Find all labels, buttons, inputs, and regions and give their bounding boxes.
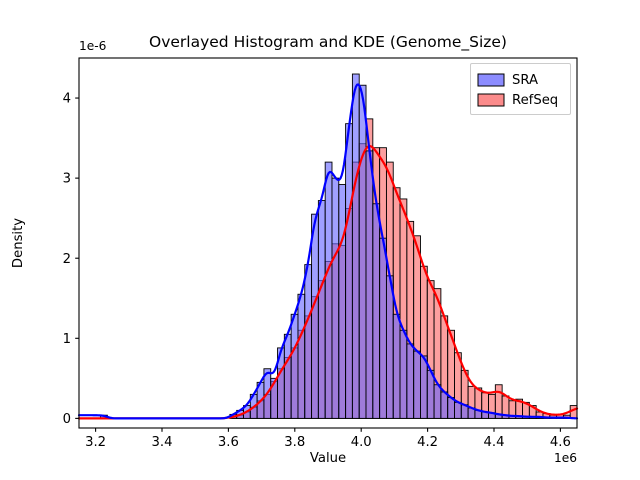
x-tick-label: 3.8 — [284, 435, 305, 450]
x-axis-label: Value — [310, 451, 346, 466]
x-tick-label: 4.4 — [484, 435, 505, 450]
histogram-bar — [331, 177, 340, 419]
histogram-bar — [358, 84, 367, 419]
legend-entry-refseq[interactable]: RefSeq — [477, 93, 558, 108]
histogram-bar — [297, 293, 306, 419]
y-tick-label: 1 — [63, 332, 71, 347]
histogram-bar — [454, 401, 462, 419]
histogram-bar — [406, 343, 415, 419]
histogram-bar — [420, 355, 428, 419]
histogram-bar — [304, 264, 313, 419]
histogram-bar — [290, 313, 299, 419]
histogram-bar — [385, 275, 394, 419]
x-axis-tick-labels: 3.2 3.4 3.6 3.8 4.0 4.2 4.4 4.6 — [85, 435, 571, 450]
histogram-bar — [379, 237, 387, 419]
histogram-bar — [324, 161, 333, 419]
histogram-bar — [413, 350, 421, 419]
y-tick-label: 4 — [63, 92, 71, 107]
x-tick-label: 4.0 — [351, 435, 372, 450]
histogram-bar — [317, 200, 326, 419]
chart-title: Overlayed Histogram and KDE (Genome_Size… — [149, 33, 507, 52]
y-tick-label: 2 — [63, 252, 71, 267]
histogram-bar — [283, 333, 292, 419]
histogram-bar — [345, 123, 353, 419]
legend-entry-sra[interactable]: SRA — [477, 73, 538, 88]
histogram-bar — [351, 73, 360, 419]
y-tick-label: 0 — [63, 412, 71, 427]
x-axis-ticks — [95, 428, 561, 432]
legend-label-refseq: RefSeq — [512, 93, 558, 108]
y-axis-label: Density — [11, 218, 26, 268]
histogram-bar — [447, 397, 455, 419]
x-tick-label: 4.6 — [550, 435, 571, 450]
histogram-bar — [372, 203, 381, 419]
y-axis-offset-text: 1e-6 — [79, 39, 106, 53]
histogram-bar — [311, 213, 319, 419]
histogram-bar — [338, 184, 347, 419]
histogram-bar — [399, 329, 408, 419]
y-tick-label: 3 — [63, 172, 71, 187]
x-tick-label: 3.6 — [218, 435, 239, 450]
legend-label-sra: SRA — [512, 73, 538, 88]
x-axis-offset-text: 1e6 — [554, 451, 577, 465]
histogram-bar — [440, 391, 449, 419]
histogram-bars-sra — [100, 73, 571, 419]
y-axis-tick-labels: 0 1 2 3 4 — [63, 92, 71, 427]
legend-swatch-sra — [477, 73, 505, 87]
y-axis-ticks — [75, 97, 79, 419]
histogram-bar — [365, 150, 374, 419]
x-tick-label: 3.2 — [85, 435, 106, 450]
histogram-bar — [392, 313, 401, 419]
histogram-bar — [433, 384, 442, 419]
axes-spines — [78, 57, 578, 429]
chart-legend[interactable]: SRA RefSeq — [470, 63, 571, 115]
kde-curve-sra — [77, 83, 579, 420]
legend-swatch-refseq — [477, 93, 505, 107]
x-tick-label: 3.4 — [152, 435, 173, 450]
x-tick-label: 4.2 — [417, 435, 438, 450]
